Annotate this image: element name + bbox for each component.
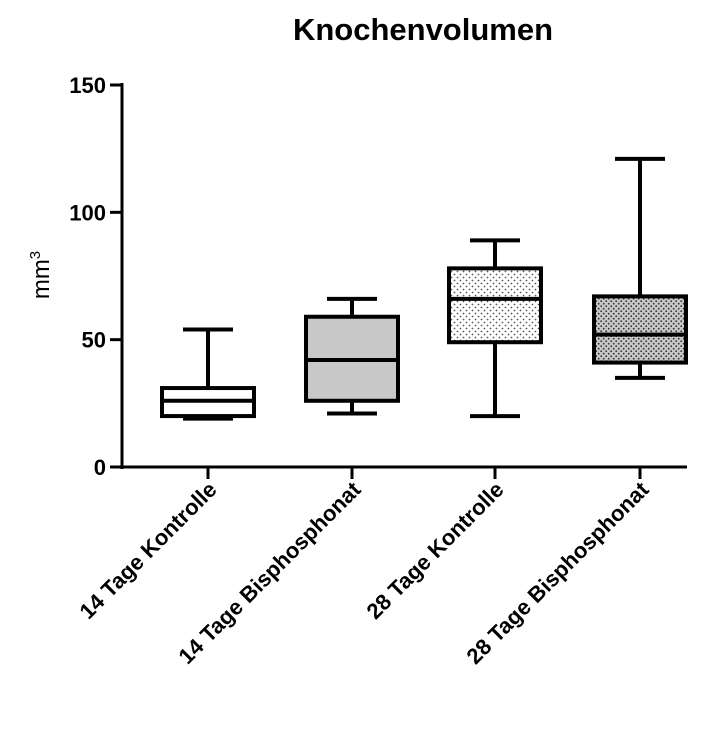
y-axis-label-unit: mm: [28, 259, 55, 299]
category-label: 28 Tage Kontrolle: [361, 477, 508, 624]
boxes: [160, 156, 688, 421]
y-tick-label: 150: [69, 73, 106, 98]
box-group: [160, 327, 256, 421]
y-tick-label: 50: [82, 328, 106, 353]
box-group: [592, 156, 688, 380]
chart-title: Knochenvolumen: [293, 12, 553, 47]
box-group: [304, 296, 400, 416]
y-tick-label: 100: [69, 200, 106, 225]
x-axis: [120, 465, 687, 479]
y-axis-label-superscript: 3: [27, 251, 44, 259]
y-axis: 0 50 100 150: [69, 73, 124, 480]
box-iqr: [447, 266, 543, 345]
box-iqr: [592, 294, 688, 365]
category-label: 14 Tage Kontrolle: [74, 477, 221, 624]
y-axis-label: mm3: [27, 251, 55, 299]
y-tick-label: 0: [94, 455, 106, 480]
box-group: [447, 238, 543, 419]
